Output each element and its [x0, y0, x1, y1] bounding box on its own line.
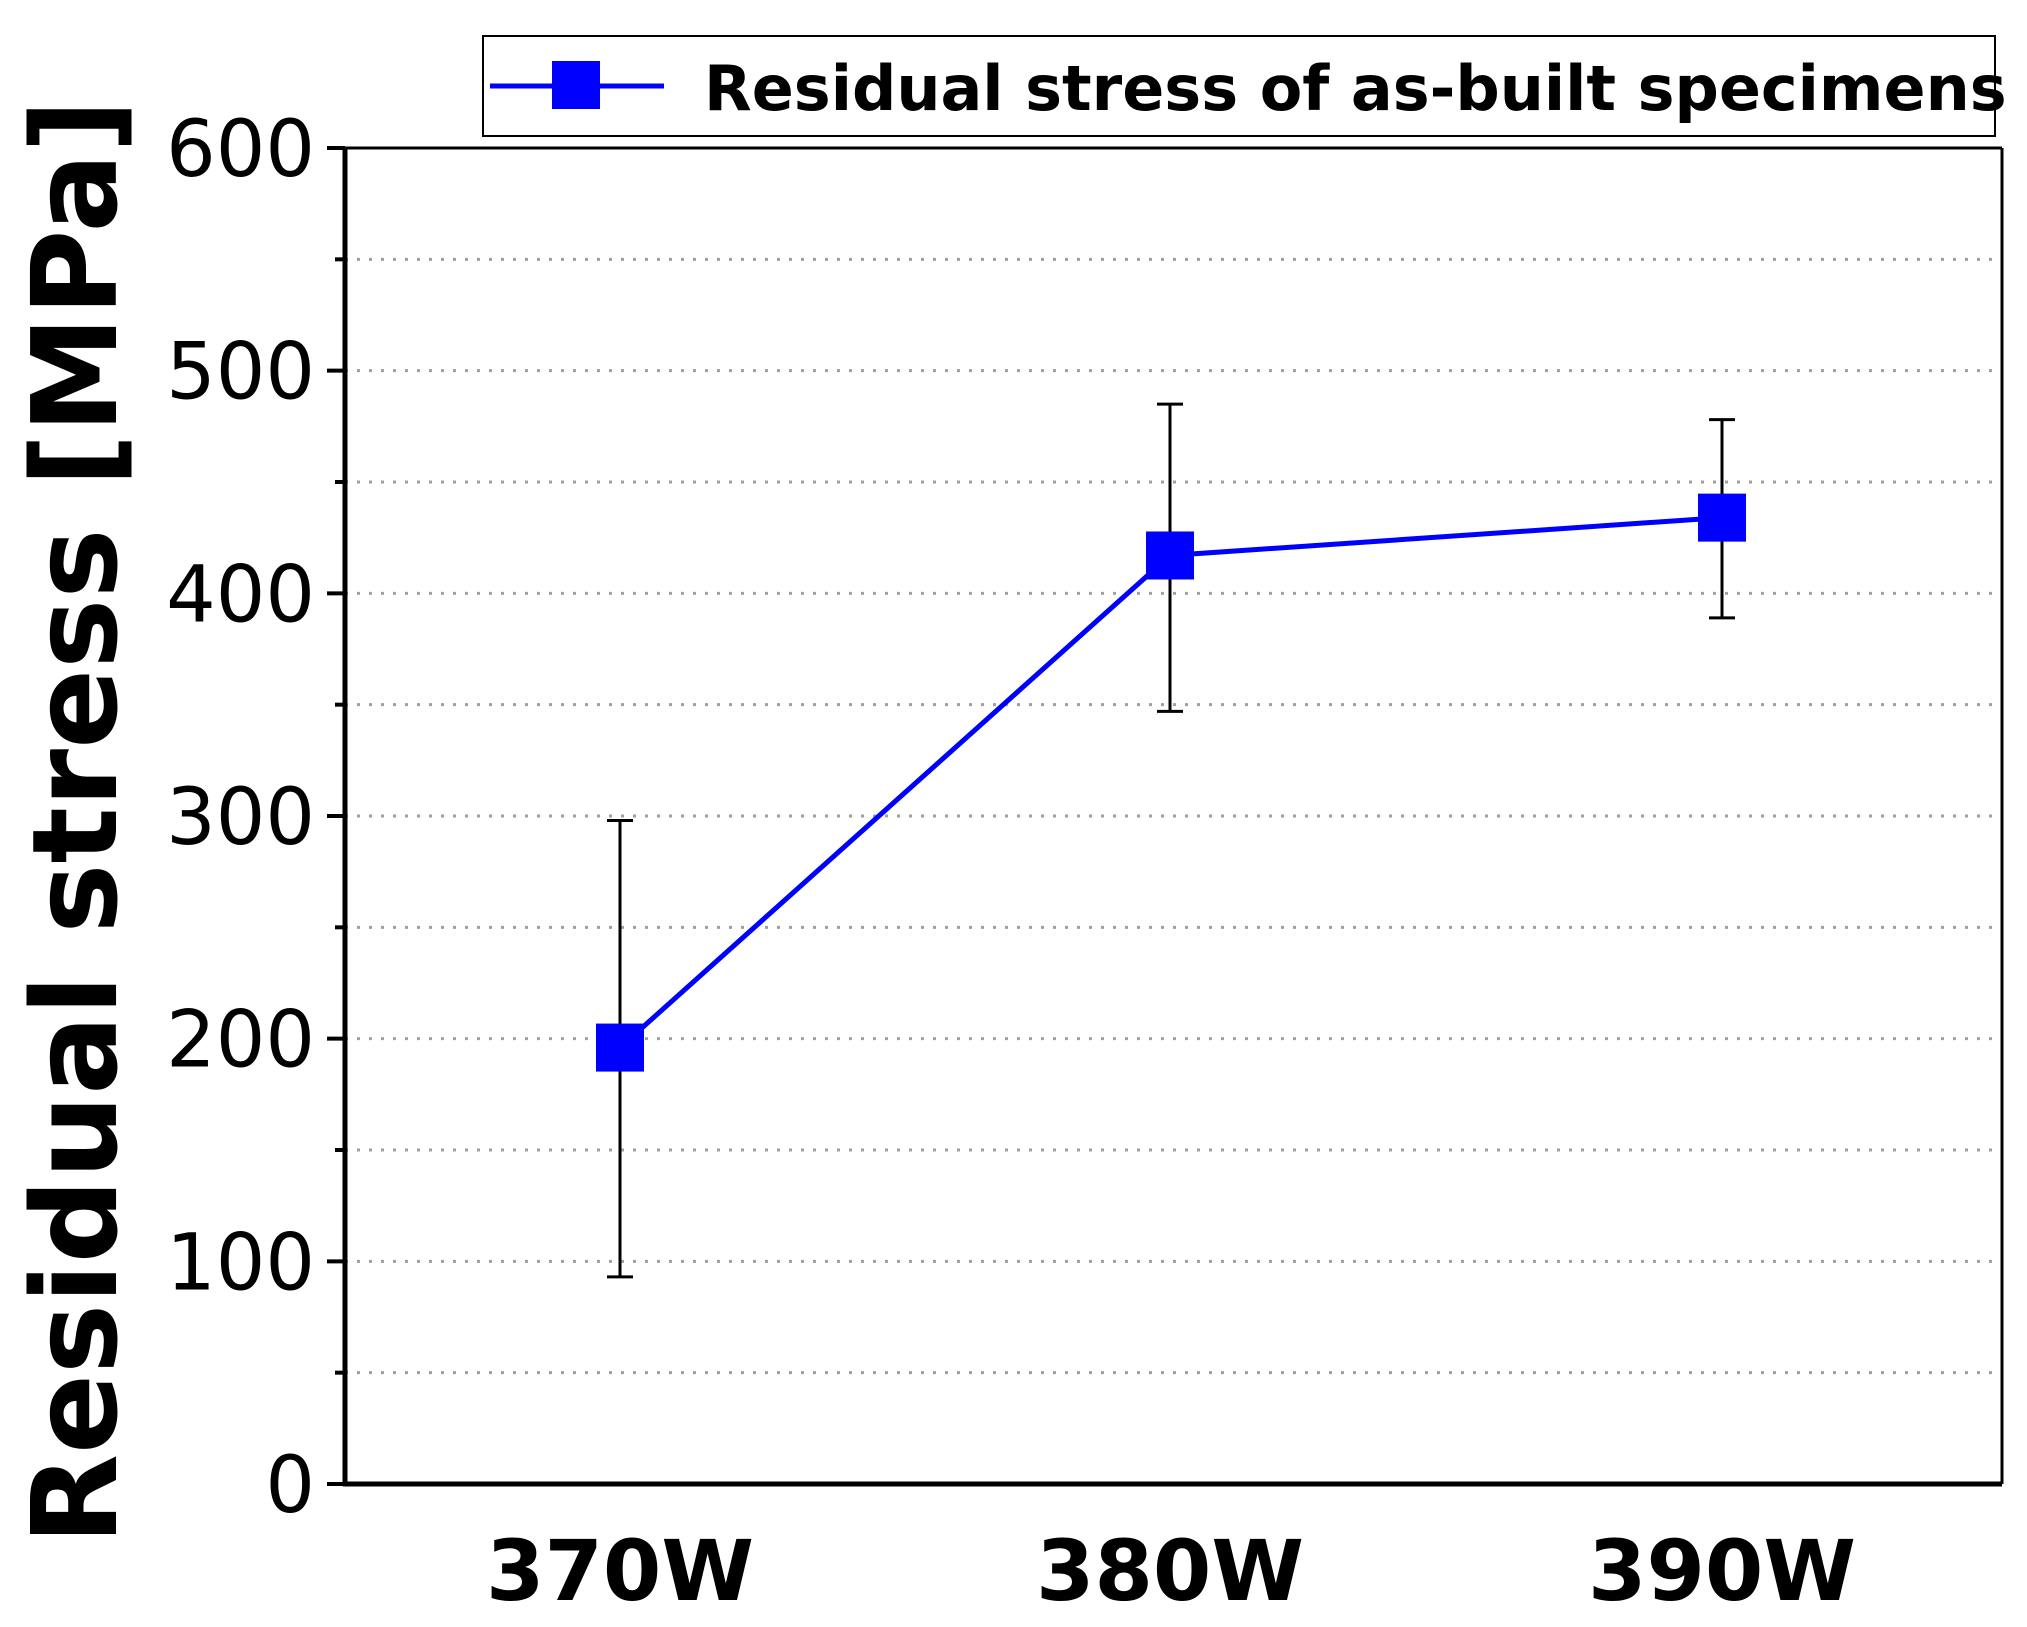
- data-point: [596, 1023, 644, 1072]
- x-tick-label: 390W: [1588, 1522, 1856, 1620]
- x-tick-label: 370W: [486, 1522, 754, 1620]
- legend: Residual stress of as-built specimens: [482, 35, 2007, 137]
- y-axis-label: Residual stress [MPa]: [6, 99, 144, 1545]
- y-tick-label: 200: [166, 996, 315, 1086]
- legend-marker-sample: [552, 61, 600, 109]
- y-tick-label: 600: [166, 105, 315, 195]
- legend-box: [482, 35, 1996, 137]
- grid-layer: [345, 257, 2002, 1375]
- data-point: [1698, 493, 1746, 542]
- y-tick-label: 300: [166, 773, 315, 863]
- series-layer: [596, 402, 1746, 1279]
- y-tick-label: 100: [166, 1218, 315, 1308]
- y-tick-label: 400: [166, 550, 315, 640]
- ticks-layer: 0 100 200 300 400 500 600 370W 380W 390W: [166, 105, 1856, 1620]
- y-tick-label: 0: [265, 1441, 315, 1531]
- data-point: [1146, 531, 1194, 580]
- axes-layer: [342, 146, 2004, 1487]
- x-tick-label: 380W: [1036, 1522, 1304, 1620]
- legend-label: Residual stress of as-built specimens: [704, 52, 2007, 125]
- y-tick-label: 500: [166, 328, 315, 418]
